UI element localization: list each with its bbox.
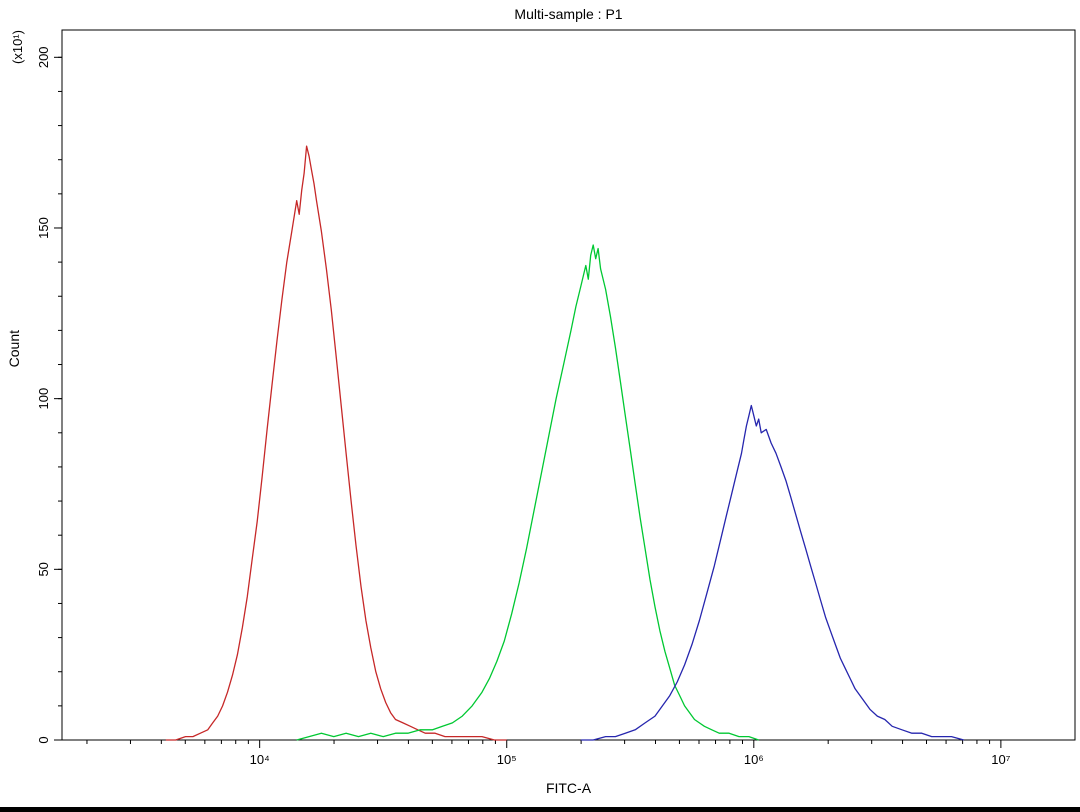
series-red-curve (165, 145, 507, 741)
series-green-curve (296, 244, 759, 741)
plot-frame (61, 29, 1076, 741)
x-tick-label: 10⁵ (497, 752, 517, 767)
x-axis-label: FITC-A (545, 780, 592, 796)
y-axis: 0 50 100 150 200 (36, 46, 62, 744)
y-tick-label: 100 (36, 388, 51, 410)
y-tick-label: 50 (36, 562, 51, 576)
x-tick-label: 10⁴ (250, 752, 270, 767)
y-tick-label: 200 (36, 46, 51, 68)
y-tick-label: 150 (36, 217, 51, 239)
x-tick-label: 10⁷ (991, 752, 1010, 767)
y-axis-label: Count (6, 330, 22, 368)
window-edge (0, 807, 1080, 812)
series-blue-curve (580, 404, 964, 741)
x-axis-minor-ticks (86, 740, 991, 744)
y-tick-label: 0 (36, 736, 51, 743)
chart-title: Multi-sample : P1 (514, 6, 623, 22)
x-axis: 10⁴ 10⁵ 10⁶ 10⁷ (250, 740, 1011, 767)
y-axis-multiplier-label: (x10¹) (10, 30, 25, 64)
x-tick-label: 10⁶ (744, 752, 764, 767)
